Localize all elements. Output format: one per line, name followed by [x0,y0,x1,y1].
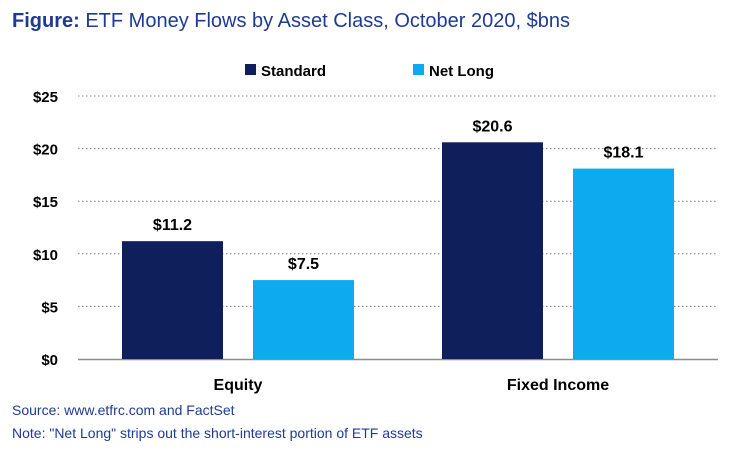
y-tick-label: $15 [33,194,58,211]
y-tick-label: $20 [33,142,58,159]
bar [573,168,674,359]
y-tick-label: $5 [41,299,58,316]
source-note: Source: www.etfrc.com and FactSet [12,402,235,418]
bar-chart: $0 $5 $10 $15 $20 $25 $11.2 $7.5 Equity $20.6 $18.… [33,63,718,394]
bar [122,241,223,359]
x-category-label: Equity [214,377,263,394]
data-label: $7.5 [288,256,319,273]
title-text: ETF Money Flows by Asset Class, October … [79,10,570,32]
data-label: $20.6 [472,118,512,135]
x-category-label: Fixed Income [507,377,609,394]
y-tick-label: $10 [33,247,58,264]
legend-swatch [413,64,424,75]
bar [442,142,543,359]
chart-title: Figure: ETF Money Flows by Asset Class, … [12,10,570,33]
net-long-note: Note: "Net Long" strips out the short-in… [12,425,423,441]
bar [253,280,354,359]
data-label: $11.2 [153,217,192,234]
y-tick-label: $25 [33,89,58,106]
data-label: $18.1 [603,145,643,162]
legend-label: Net Long [429,63,494,80]
title-prefix: Figure: [12,10,80,32]
legend-label: Standard [261,63,326,80]
y-tick-label: $0 [41,352,58,369]
legend-swatch [245,64,256,75]
